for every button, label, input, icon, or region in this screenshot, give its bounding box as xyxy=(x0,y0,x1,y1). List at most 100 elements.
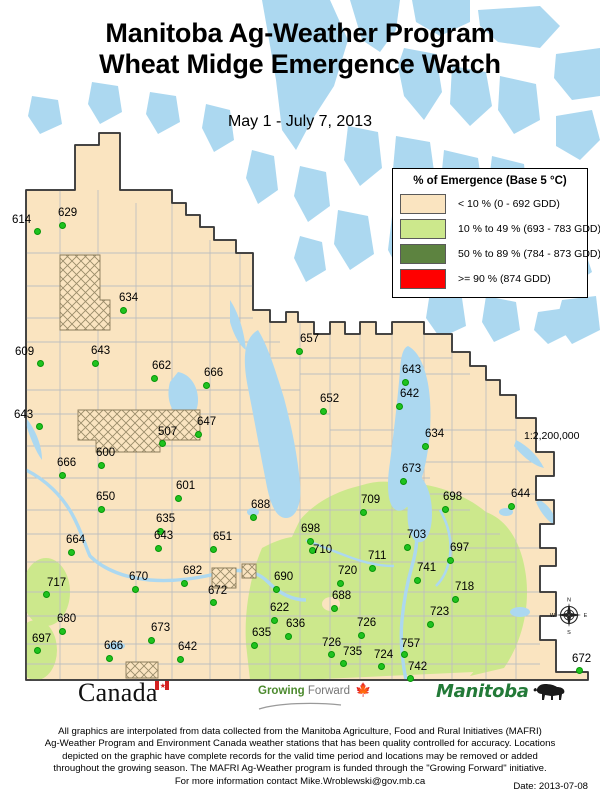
manitoba-logo: Manitoba xyxy=(436,681,567,702)
station-dot-icon xyxy=(181,580,188,587)
station-dot-icon xyxy=(422,443,429,450)
station-gdd-value: 735 xyxy=(343,646,363,658)
station-dot-icon xyxy=(203,382,210,389)
station-dot-icon xyxy=(401,651,408,658)
station-gdd-value: 682 xyxy=(183,565,203,577)
station-gdd-value: 680 xyxy=(57,613,77,625)
station-dot-icon xyxy=(296,348,303,355)
station-gdd-value: 690 xyxy=(274,571,294,583)
legend-item-0: < 10 % (0 - 692 GDD) xyxy=(400,192,587,216)
page-title: Manitoba Ag-Weather Program Wheat Midge … xyxy=(0,18,600,80)
canada-wordmark-logo: Canada ★ xyxy=(78,680,169,706)
station-gdd-value: 650 xyxy=(96,491,116,503)
station-dot-icon xyxy=(328,651,335,658)
footer-line-2: depicted on the graphic have complete re… xyxy=(62,750,538,762)
footer-line-0: All graphics are interpolated from data … xyxy=(58,726,542,737)
station-dot-icon xyxy=(151,375,158,382)
emergence-zones xyxy=(26,481,528,680)
station-dot-icon xyxy=(59,472,66,479)
station-gdd-value: 664 xyxy=(66,534,86,546)
station-gdd-value: 622 xyxy=(270,602,290,614)
station-dot-icon xyxy=(400,478,407,485)
bison-icon xyxy=(533,683,565,700)
legend-label-0: < 10 % (0 - 692 GDD) xyxy=(458,198,560,210)
title-line-1: Manitoba Ag-Weather Program xyxy=(105,18,495,48)
station-dot-icon xyxy=(447,557,454,564)
station-dot-icon xyxy=(34,228,41,235)
station-gdd-value: 643 xyxy=(14,409,34,421)
station-gdd-value: 697 xyxy=(32,633,52,645)
station-dot-icon xyxy=(309,547,316,554)
station-gdd-value: 698 xyxy=(301,523,321,535)
station-dot-icon xyxy=(157,528,164,535)
map-graphic xyxy=(25,0,600,681)
station-gdd-value: 634 xyxy=(425,428,445,440)
station-dot-icon xyxy=(36,423,43,430)
date-stamp: Date: 2013-07-08 xyxy=(513,781,588,792)
station-dot-icon xyxy=(396,403,403,410)
station-gdd-value: 717 xyxy=(47,577,67,589)
station-gdd-value: 629 xyxy=(58,207,78,219)
station-gdd-value: 642 xyxy=(400,388,420,400)
logo-row: Canada ★ Growing Forward 🍁 Manitoba xyxy=(0,678,600,720)
station-dot-icon xyxy=(360,509,367,516)
legend-label-3: >= 90 % (874 GDD) xyxy=(458,273,551,285)
legend-swatch-2 xyxy=(400,244,446,264)
station-gdd-value: 720 xyxy=(338,565,358,577)
growing-forward-logo: Growing Forward 🍁 xyxy=(258,682,372,715)
station-dot-icon xyxy=(320,408,327,415)
station-dot-icon xyxy=(92,360,99,367)
station-dot-icon xyxy=(307,538,314,545)
station-gdd-value: 666 xyxy=(104,640,124,652)
station-dot-icon xyxy=(132,586,139,593)
station-gdd-value: 710 xyxy=(313,544,333,556)
station-dot-icon xyxy=(378,663,385,670)
station-gdd-value: 698 xyxy=(443,491,463,503)
footer-line-1: Ag-Weather Program and Environment Canad… xyxy=(44,738,556,750)
station-dot-icon xyxy=(59,222,66,229)
canada-flag-icon: ★ xyxy=(154,681,169,690)
legend-box: % of Emergence (Base 5 °C) < 10 % (0 - 6… xyxy=(392,168,600,298)
station-gdd-value: 672 xyxy=(572,653,592,665)
no-data-hatched-areas xyxy=(59,254,257,679)
station-gdd-value: 741 xyxy=(417,562,437,574)
station-gdd-value: 726 xyxy=(357,617,377,629)
station-dot-icon xyxy=(98,462,105,469)
maple-leaf-icon: 🍁 xyxy=(355,682,372,697)
canada-wordmark-text: Canada xyxy=(78,678,158,707)
station-gdd-value: 718 xyxy=(455,581,475,593)
scale-text: 1:2,200,000 xyxy=(524,430,580,442)
station-dot-icon xyxy=(414,577,421,584)
station-dot-icon xyxy=(155,545,162,552)
station-gdd-value: 757 xyxy=(401,638,421,650)
station-gdd-value: 657 xyxy=(300,333,320,345)
station-dot-icon xyxy=(34,647,41,654)
station-gdd-value: 666 xyxy=(204,367,224,379)
legend-swatch-1 xyxy=(400,219,446,239)
legend-label-2: 50 % to 89 % (784 - 873 GDD) xyxy=(458,248,600,260)
station-dot-icon xyxy=(37,360,44,367)
station-dot-icon xyxy=(59,628,66,635)
water-bodies xyxy=(26,150,556,680)
growing-forward-word1: Growing xyxy=(258,685,305,697)
station-gdd-value: 673 xyxy=(402,463,422,475)
compass-north: N xyxy=(567,598,571,604)
legend-swatch-0 xyxy=(400,194,446,214)
date-range-subtitle: May 1 - July 7, 2013 xyxy=(227,113,373,130)
station-gdd-value: 636 xyxy=(286,618,306,630)
station-dot-icon xyxy=(210,546,217,553)
map-canvas[interactable] xyxy=(0,0,600,690)
station-gdd-value: 634 xyxy=(119,292,139,304)
station-gdd-value: 643 xyxy=(91,345,111,357)
station-dot-icon xyxy=(576,667,583,674)
legend-item-1: 10 % to 49 % (693 - 783 GDD) xyxy=(400,217,600,241)
station-dot-icon xyxy=(106,655,113,662)
station-gdd-value: 724 xyxy=(374,649,394,661)
title-line-2: Wheat Midge Emergence Watch xyxy=(99,49,501,79)
station-dot-icon xyxy=(369,565,376,572)
legend-item-2: 50 % to 89 % (784 - 873 GDD) xyxy=(400,242,600,266)
station-gdd-value: 643 xyxy=(402,364,422,376)
station-gdd-value: 697 xyxy=(450,542,470,554)
station-dot-icon xyxy=(98,506,105,513)
manitoba-wordmark-text: Manitoba xyxy=(436,681,529,702)
